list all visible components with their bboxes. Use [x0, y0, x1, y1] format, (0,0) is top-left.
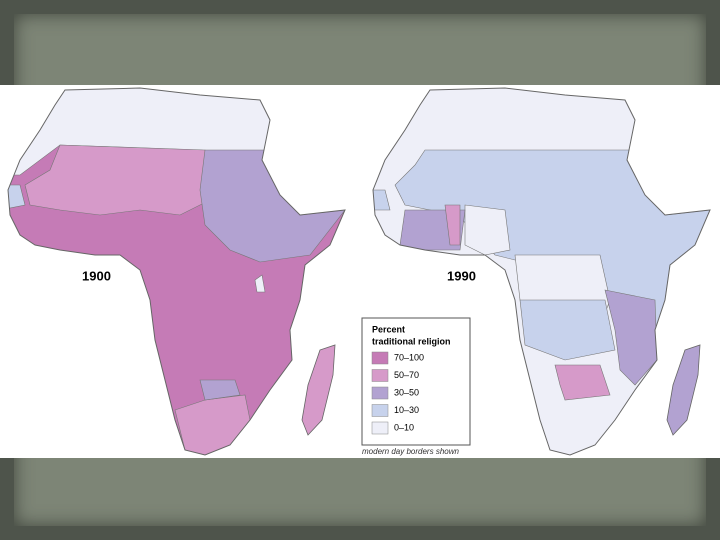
region [604, 289, 658, 386]
region [519, 299, 616, 361]
map-year-label: 1900 [82, 268, 111, 283]
map-year-label: 1990 [447, 268, 476, 283]
region [254, 274, 266, 293]
madagascar [666, 344, 701, 436]
legend-label: 70–100 [394, 352, 424, 362]
legend-swatch [371, 351, 389, 365]
map-note: modern day borders shown [362, 447, 459, 456]
legend: Percent traditional religion 70–100 50–70… [361, 317, 471, 446]
legend-label: 0–10 [394, 422, 414, 432]
legend-title: traditional religion [372, 336, 451, 346]
legend-swatch [371, 404, 389, 417]
region [444, 204, 461, 246]
region [554, 364, 611, 401]
madagascar [301, 344, 336, 436]
legend-label: 10–30 [394, 405, 419, 415]
legend-label: 50–70 [394, 370, 419, 380]
legend-swatch [371, 386, 389, 400]
region [373, 189, 391, 211]
region [199, 379, 241, 401]
region [464, 204, 511, 256]
region [8, 184, 26, 211]
coastline [372, 87, 711, 456]
coastline [7, 87, 346, 456]
legend-swatch [371, 369, 389, 382]
legend-label: 30–50 [394, 387, 419, 397]
legend-swatch [371, 421, 389, 435]
legend-title: Percent [372, 324, 405, 334]
